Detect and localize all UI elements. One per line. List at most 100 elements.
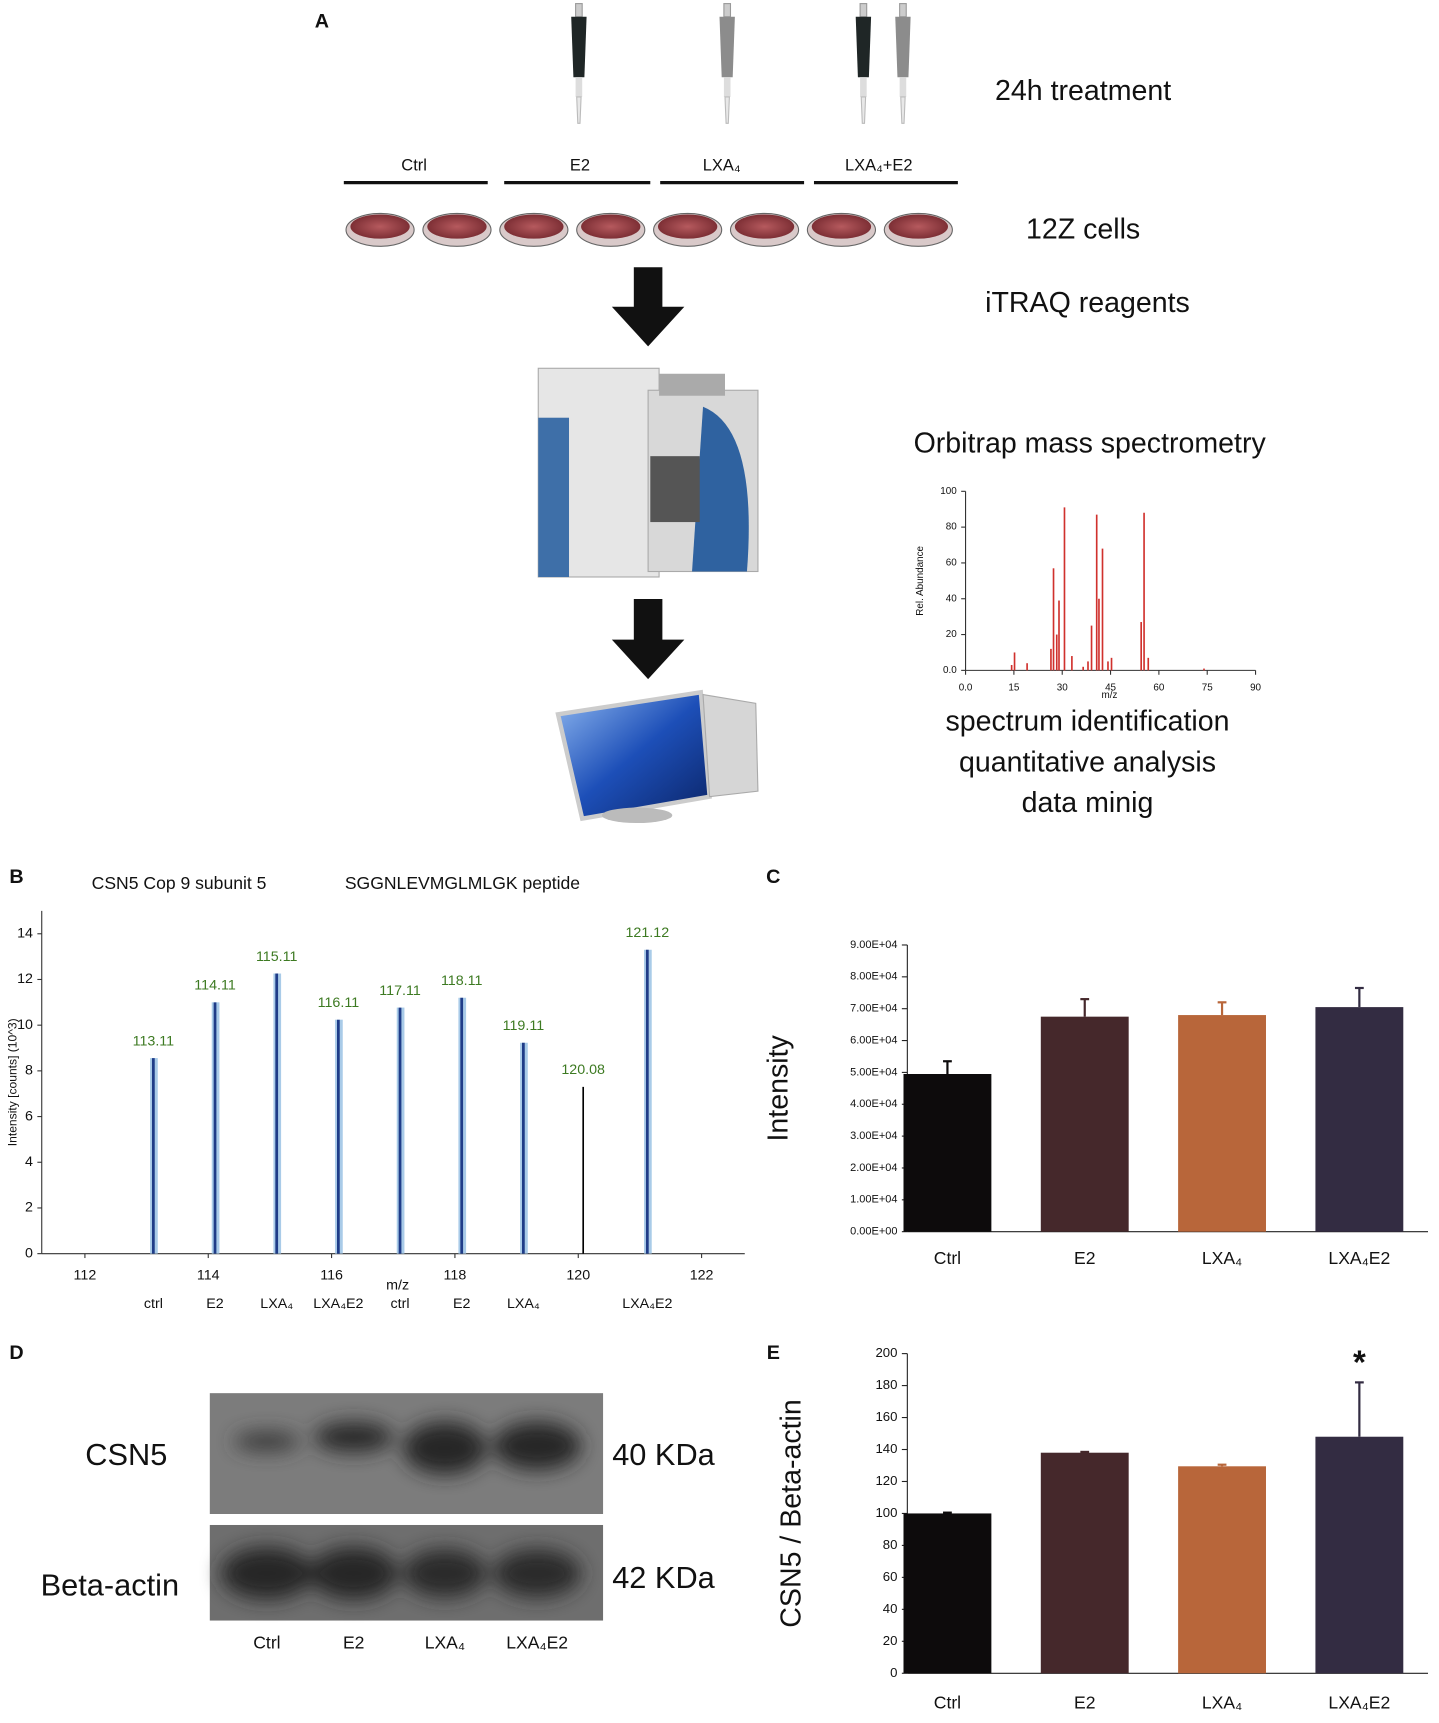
x-tick-label: 45 <box>1105 683 1116 694</box>
bar <box>1178 1466 1266 1674</box>
panel-label: D <box>9 1342 23 1364</box>
error-bar <box>943 1511 952 1514</box>
y-tick-label: 100 <box>875 1505 897 1520</box>
pipette <box>719 16 735 78</box>
peak-label: 121.12 <box>626 925 670 941</box>
panel-label: C <box>766 866 780 888</box>
dish <box>657 214 718 239</box>
y-tick-label: 6 <box>25 1108 33 1124</box>
lane-label: Ctrl <box>253 1632 280 1652</box>
y-tick-label: 14 <box>17 926 33 942</box>
band <box>493 1549 582 1598</box>
band <box>403 1421 487 1475</box>
peak-label: 116.11 <box>318 995 360 1011</box>
channel-label: E2 <box>206 1296 224 1312</box>
x-tick-label: LXA₄E2 <box>1328 1693 1390 1713</box>
y-tick-label: 12 <box>17 971 33 987</box>
peak <box>458 997 467 1254</box>
arrow <box>611 267 685 347</box>
band <box>403 1549 487 1598</box>
x-tick-label: 60 <box>1153 683 1164 694</box>
y-tick-label: 200 <box>875 1345 897 1360</box>
y-axis-label: CSN5 / Beta-actin <box>776 1399 808 1627</box>
y-axis-label: Intensity <box>762 1034 794 1141</box>
peak-label: 120.08 <box>561 1062 605 1078</box>
step-text: Orbitrap mass spectrometry <box>914 428 1267 460</box>
y-tick-label: 60 <box>883 1569 898 1584</box>
step-text: spectrum identification <box>945 706 1229 738</box>
lane-label: LXA₄E2 <box>506 1632 568 1652</box>
step-text: iTRAQ reagents <box>985 287 1190 319</box>
x-tick-label: LXA₄E2 <box>1328 1248 1390 1268</box>
x-tick-label: 116 <box>320 1267 343 1283</box>
peak <box>520 1042 528 1254</box>
peak <box>273 973 282 1254</box>
instrument <box>650 456 700 523</box>
peak <box>211 1002 220 1254</box>
channel-label: ctrl <box>144 1296 163 1312</box>
band <box>493 1421 582 1471</box>
y-tick-label: 20 <box>883 1633 898 1648</box>
x-tick-label: E2 <box>1074 1693 1095 1713</box>
error-bar <box>1354 1381 1364 1437</box>
y-tick-label: 9.00E+04 <box>850 939 897 951</box>
y-tick-label: 140 <box>875 1441 897 1456</box>
y-tick-label: 80 <box>946 522 957 533</box>
dish <box>811 214 872 239</box>
bar <box>1178 1015 1266 1232</box>
size-label: 40 KDa <box>612 1437 715 1472</box>
dish <box>350 214 410 239</box>
pipette <box>895 16 911 78</box>
band <box>233 1431 300 1452</box>
x-tick-label: 122 <box>690 1267 714 1283</box>
dish <box>888 214 948 239</box>
panel-label: A <box>315 10 329 32</box>
pipette <box>571 16 587 78</box>
peak-label: 119.11 <box>503 1018 545 1034</box>
panel-label: B <box>9 866 23 888</box>
x-axis-label: m/z <box>386 1277 409 1293</box>
step-text: data minig <box>1022 787 1154 819</box>
instrument <box>692 406 749 572</box>
bar <box>1040 1016 1129 1232</box>
computer <box>702 693 759 798</box>
error-bar <box>943 1060 952 1074</box>
peak-label: 115.11 <box>256 949 298 965</box>
error-bar <box>1080 998 1090 1017</box>
x-tick-label: LXA₄ <box>1202 1693 1242 1713</box>
dish <box>581 214 641 239</box>
computer <box>601 807 673 824</box>
x-tick-label: 15 <box>1008 683 1019 694</box>
y-tick-label: 10 <box>17 1017 33 1033</box>
x-tick-label: Ctrl <box>934 1248 961 1268</box>
panel-label: E <box>767 1342 780 1364</box>
pipette <box>859 3 868 18</box>
arrow <box>611 598 685 680</box>
y-tick-label: 160 <box>875 1409 897 1424</box>
x-tick-label: 120 <box>566 1267 590 1283</box>
y-tick-label: 20 <box>946 629 957 640</box>
channel-label: E2 <box>453 1296 471 1312</box>
dish <box>427 214 487 239</box>
x-tick-label: 118 <box>444 1267 467 1283</box>
pipette <box>860 96 867 124</box>
y-tick-label: 4 <box>25 1154 33 1170</box>
y-axis-label: Intensity [counts] (10^3) <box>5 1018 19 1146</box>
x-tick-label: LXA₄ <box>1202 1248 1242 1268</box>
y-tick-label: 40 <box>883 1601 898 1616</box>
chart-title: CSN5 Cop 9 subunit 5 <box>92 873 267 893</box>
group-label: LXA₄ <box>703 157 741 175</box>
y-tick-label: 0.0 <box>943 665 957 676</box>
y-tick-label: 100 <box>940 486 957 497</box>
y-tick-label: 120 <box>875 1473 897 1488</box>
y-tick-label: 1.00E+04 <box>850 1194 897 1206</box>
channel-label: LXA₄ <box>260 1296 293 1312</box>
y-axis-label: Rel. Abundance <box>915 545 926 615</box>
peak-label: 114.11 <box>194 978 236 994</box>
group-label: E2 <box>570 157 590 175</box>
error-bar <box>1217 1463 1227 1467</box>
instrument <box>538 417 570 577</box>
channel-label: ctrl <box>391 1296 410 1312</box>
computer <box>555 689 712 822</box>
bar <box>1040 1452 1129 1674</box>
